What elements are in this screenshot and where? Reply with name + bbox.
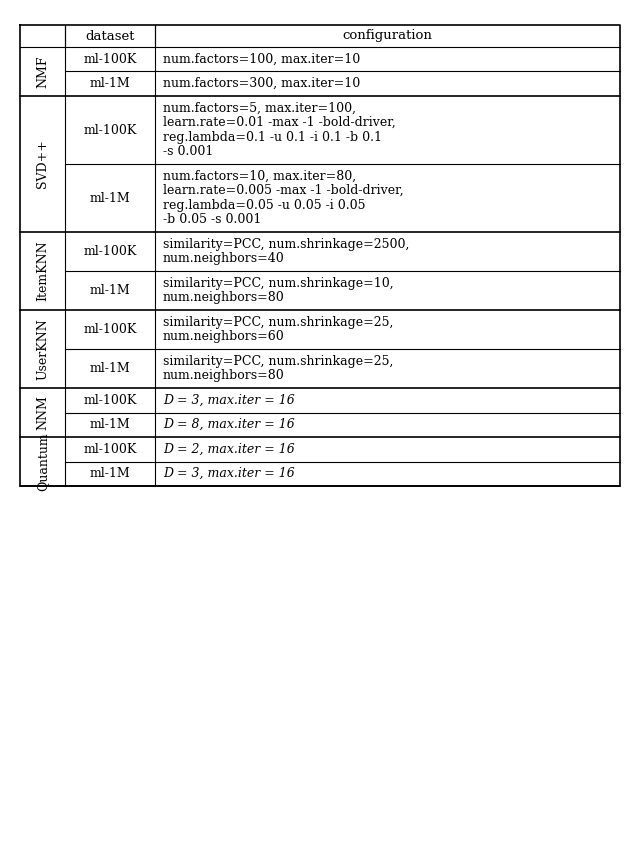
Text: similarity=PCC, num.shrinkage=10,: similarity=PCC, num.shrinkage=10,: [163, 277, 394, 290]
Text: num.factors=300, max.iter=10: num.factors=300, max.iter=10: [163, 78, 360, 91]
Text: num.neighbors=80: num.neighbors=80: [163, 369, 285, 382]
Text: NMF: NMF: [36, 55, 49, 88]
Text: ml-1M: ml-1M: [90, 419, 131, 432]
Text: SVD++: SVD++: [36, 140, 49, 188]
Text: reg.lambda=0.05 -u 0.05 -i 0.05: reg.lambda=0.05 -u 0.05 -i 0.05: [163, 198, 365, 211]
Text: similarity=PCC, num.shrinkage=2500,: similarity=PCC, num.shrinkage=2500,: [163, 237, 410, 251]
Text: UserKNN: UserKNN: [36, 318, 49, 380]
Text: ml-1M: ml-1M: [90, 284, 131, 297]
Text: num.factors=5, max.iter=100,: num.factors=5, max.iter=100,: [163, 102, 356, 115]
Text: ml-100K: ml-100K: [83, 245, 137, 258]
Text: similarity=PCC, num.shrinkage=25,: similarity=PCC, num.shrinkage=25,: [163, 355, 394, 368]
Text: reg.lambda=0.1 -u 0.1 -i 0.1 -b 0.1: reg.lambda=0.1 -u 0.1 -i 0.1 -b 0.1: [163, 131, 382, 144]
Text: ml-100K: ml-100K: [83, 123, 137, 136]
Text: D = 2, max.iter = 16: D = 2, max.iter = 16: [163, 443, 295, 456]
Text: ml-100K: ml-100K: [83, 394, 137, 406]
Text: D = 3, max.iter = 16: D = 3, max.iter = 16: [163, 394, 295, 406]
Text: ml-100K: ml-100K: [83, 323, 137, 336]
Text: num.factors=100, max.iter=10: num.factors=100, max.iter=10: [163, 53, 360, 66]
Text: ml-1M: ml-1M: [90, 362, 131, 375]
Text: D = 3, max.iter = 16: D = 3, max.iter = 16: [163, 467, 295, 480]
Text: ml-1M: ml-1M: [90, 467, 131, 480]
Text: D = 8, max.iter = 16: D = 8, max.iter = 16: [163, 419, 295, 432]
Text: ml-1M: ml-1M: [90, 192, 131, 205]
Text: dataset: dataset: [85, 29, 135, 42]
Text: num.neighbors=80: num.neighbors=80: [163, 291, 285, 305]
Text: learn.rate=0.01 -max -1 -bold-driver,: learn.rate=0.01 -max -1 -bold-driver,: [163, 117, 396, 129]
Text: -s 0.001: -s 0.001: [163, 145, 213, 158]
Text: ml-1M: ml-1M: [90, 78, 131, 91]
Text: learn.rate=0.005 -max -1 -bold-driver,: learn.rate=0.005 -max -1 -bold-driver,: [163, 184, 404, 198]
Text: ItemKNN: ItemKNN: [36, 241, 49, 301]
Text: ml-100K: ml-100K: [83, 53, 137, 66]
Text: num.neighbors=40: num.neighbors=40: [163, 252, 285, 265]
Text: configuration: configuration: [342, 29, 433, 42]
Text: ml-100K: ml-100K: [83, 443, 137, 456]
Text: similarity=PCC, num.shrinkage=25,: similarity=PCC, num.shrinkage=25,: [163, 316, 394, 329]
Text: -b 0.05 -s 0.001: -b 0.05 -s 0.001: [163, 213, 261, 226]
Text: num.neighbors=60: num.neighbors=60: [163, 331, 285, 343]
Text: num.factors=10, max.iter=80,: num.factors=10, max.iter=80,: [163, 170, 356, 183]
Text: NNM: NNM: [36, 395, 49, 430]
Text: Quantum: Quantum: [36, 432, 49, 491]
